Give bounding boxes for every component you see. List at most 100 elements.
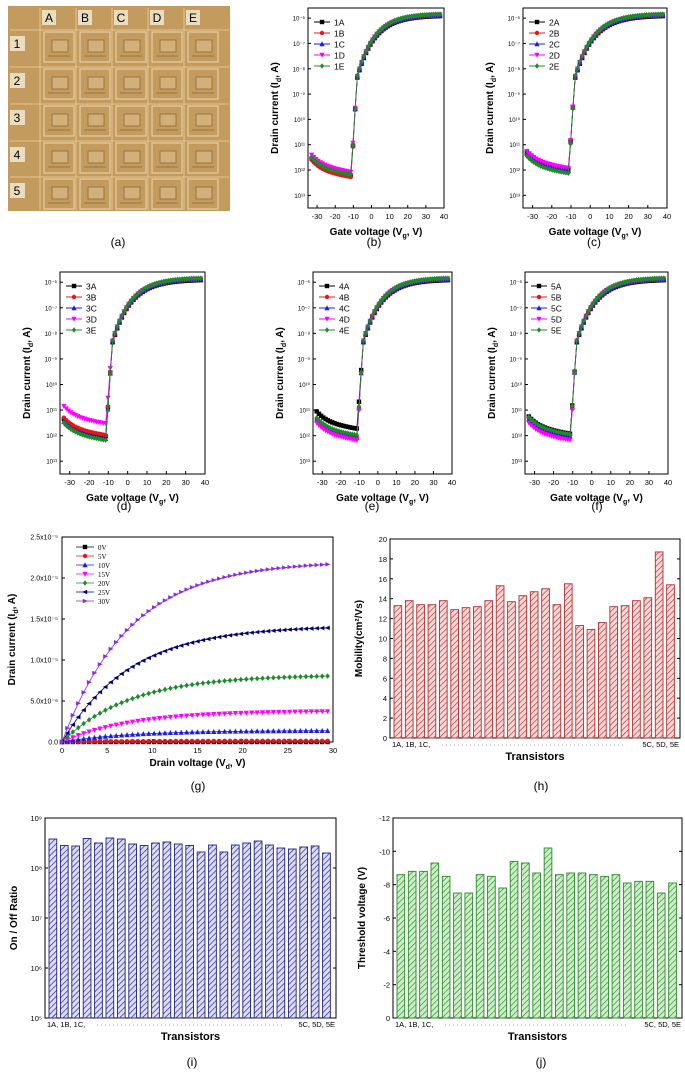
data-point-3E [110, 337, 115, 344]
bar [450, 609, 459, 739]
bar [276, 847, 286, 1019]
legend-label: 15V [98, 571, 110, 579]
x-axis-label-sub: g [409, 499, 413, 506]
panel-label-e: (e) [365, 499, 380, 513]
legend-marker [324, 294, 330, 300]
data-point-3E [112, 329, 118, 336]
bar [643, 597, 653, 739]
data-point-30V [86, 680, 92, 685]
data-point-5E [533, 420, 538, 426]
transistor-cell [187, 178, 219, 210]
data-point-30V [227, 573, 233, 579]
legend-marker [536, 316, 542, 322]
data-point-2E [614, 17, 619, 23]
data-point-30V [124, 627, 130, 633]
data-point-3E [70, 427, 76, 434]
data-point-10V [265, 728, 271, 734]
y-tick-label: 10¹² [46, 434, 57, 440]
transistor-cell [43, 178, 75, 210]
x-tick-label: -30 [64, 478, 75, 487]
data-point-4A [330, 420, 335, 425]
bar [230, 844, 240, 1019]
data-point-20V [70, 729, 76, 735]
legend-marker [324, 316, 330, 322]
data-point-15V [243, 710, 249, 716]
data-point-4A [318, 413, 324, 419]
row-label-box [10, 183, 25, 198]
y-tick-label: 10 [379, 635, 387, 644]
data-point-20V [314, 673, 319, 680]
x-tick-label: 15 [193, 746, 201, 755]
data-point-10V [270, 728, 276, 734]
data-point-25V [297, 626, 303, 632]
data-point-1E [363, 48, 369, 54]
data-point-5E [549, 427, 554, 434]
data-point-25V [102, 684, 108, 690]
y-tick-label: 10⁻⁷ [510, 305, 522, 312]
data-point-4E [445, 275, 451, 281]
bar [407, 870, 417, 1019]
data-point-25V [286, 627, 292, 632]
data-point-2E [584, 43, 589, 50]
data-point-3E [177, 276, 183, 283]
bar [464, 892, 474, 1019]
x-axis-label-main: Drain voltage (V [150, 758, 226, 769]
data-point-25V [107, 680, 113, 685]
legend-label: 10V [98, 562, 110, 570]
data-point-25V [200, 637, 206, 643]
data-point-30V [168, 595, 174, 600]
data-point-4E [356, 403, 362, 410]
data-point-10V [243, 728, 249, 734]
data-point-25V [189, 640, 195, 645]
data-point-15V [140, 718, 146, 724]
bar [611, 874, 621, 1019]
data-point-20V [157, 687, 162, 694]
data-point-25V [210, 635, 216, 641]
data-point-10V [156, 730, 163, 736]
y-tick-label: -10 [379, 847, 390, 856]
data-point-30V [276, 565, 282, 571]
y-tick-label: 10¹³ [299, 460, 310, 466]
data-point-10V [211, 728, 217, 734]
data-point-10V [194, 729, 201, 735]
y-axis-label-main: Drain current (I [275, 347, 286, 419]
x-axis-label: Gate voltage (Vg, V) [550, 493, 643, 506]
bar [645, 880, 655, 1019]
data-point-20V [81, 720, 86, 727]
bar [453, 892, 462, 1019]
legend-marker [324, 305, 330, 311]
legend-marker [536, 305, 542, 311]
y-tick-label: 10⁻⁶ [298, 280, 311, 287]
transistor-channel [123, 113, 141, 127]
data-point-5V [325, 738, 330, 743]
data-point-15V [108, 723, 114, 729]
data-point-20V [130, 695, 135, 702]
y-axis-label-main: Drain current (I [487, 347, 498, 419]
data-point-30V [206, 579, 212, 584]
legend-label: 2C [549, 40, 560, 50]
x-axis-label-end: , V) [626, 227, 642, 238]
legend-marker [534, 63, 540, 69]
y-axis-label-main: Drain current (I [7, 613, 18, 685]
data-point-3E [98, 436, 104, 443]
transistor-channel [123, 150, 141, 164]
row-label-box [10, 110, 25, 125]
y-tick-label: 20 [379, 535, 387, 544]
legend-label: 25V [98, 589, 110, 597]
data-point-5E [606, 285, 612, 292]
data-point-5V [195, 738, 200, 744]
data-point-3D [105, 395, 111, 401]
y-axis-label: Mobility(cm²/Vs) [354, 600, 365, 677]
x-axis-label: Transistors [508, 1031, 567, 1043]
legend-label: 2E [549, 62, 560, 72]
legend-marker [536, 327, 542, 333]
axes-frame [522, 7, 668, 209]
data-point-25V [70, 722, 76, 727]
data-point-2E [658, 11, 663, 17]
transfer-chart-e: -30 -20 -10 0 10 20 30 40 10¹³ 10¹² 10¹¹ 10¹⁰ 10⁻⁹ 10… [275, 271, 456, 506]
data-point-25V [162, 648, 168, 654]
data-point-15V [232, 711, 239, 717]
data-point-1E [368, 39, 373, 46]
data-point-4E [365, 323, 371, 330]
legend-marker [82, 571, 88, 577]
